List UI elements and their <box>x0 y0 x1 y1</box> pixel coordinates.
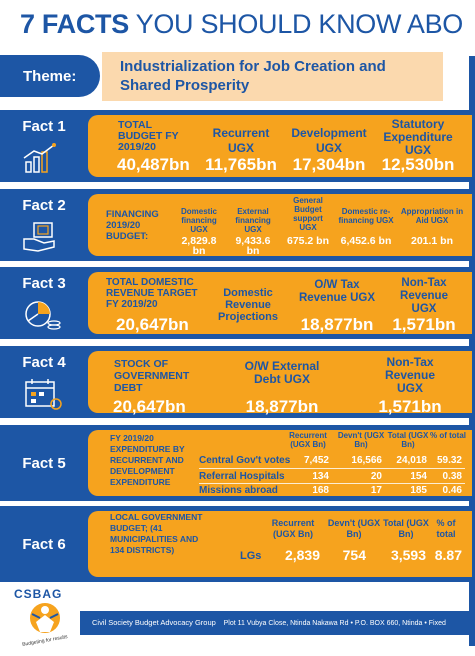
fact-6-row-1-recurrent: 2,839 <box>284 547 320 563</box>
fact-5-row-2-total: 154 <box>410 471 427 482</box>
fact-1-statutory-value: 12,530bn <box>381 155 455 174</box>
fact-4-tag: Fact 4 <box>22 354 66 371</box>
fact-5-row-1-recurrent: 7,452 <box>303 455 329 466</box>
fact-4-total-value: 20,647bn <box>113 397 186 416</box>
fact-2-gbs-label: General Budget support UGX <box>293 196 323 232</box>
hand-money-icon <box>23 222 55 252</box>
fact-2-panel <box>88 194 472 256</box>
fact-3-total-label: TOTAL DOMESTIC REVENUE TARGET FY 2019/20 <box>106 277 198 310</box>
fact-5-row-3-name: Missions abroad <box>199 485 278 496</box>
fact-5-divider-1 <box>199 468 465 469</box>
fact-1-recurrent-label: Recurrent UGX <box>212 126 270 155</box>
fact-5-row-2-name: Referral Hospitals <box>199 471 285 482</box>
fact-2-refinancing-value: 6,452.6 bn <box>340 235 392 247</box>
fact-2: Fact 2 FINANCING 2019/20 BUDGET: Domesti… <box>0 189 475 261</box>
theme-box <box>100 50 445 103</box>
fact-5-row-3-total: 185 <box>410 485 427 496</box>
fact-3: Fact 3 TOTAL DOMESTIC REVENUE TARGET FY … <box>0 267 475 339</box>
fact-2-aia-value: 201.1 bn <box>410 235 454 247</box>
fact-6-tag: Fact 6 <box>22 536 66 553</box>
fact-1-statutory-label: Statutory Expenditure UGX <box>383 117 453 157</box>
fact-6-col-devnt: Devn't (UGX Bn) <box>327 518 381 539</box>
pie-coins-icon <box>25 301 61 330</box>
fact-3-panel <box>88 272 472 334</box>
csbag-logo-text: CSBAG <box>14 587 63 601</box>
fact-2-refinancing-label: Domestic re-financing UGX <box>338 207 394 225</box>
fact-5-divider-2 <box>199 483 465 484</box>
fact-4-nontax-value: 1,571bn <box>378 397 442 416</box>
fact-5-row-2-pct: 0.38 <box>442 471 462 482</box>
csbag-logo-icon <box>30 603 60 633</box>
fact-5-col-pct: % of total <box>430 431 466 440</box>
fact-5-row-3-devnt: 17 <box>370 485 382 496</box>
fact-6-row-1-total: 3,593 <box>390 547 426 563</box>
fact-5-row-1-total: 24,018 <box>396 455 427 466</box>
fact-4-panel <box>88 351 472 413</box>
fact-5-col-devnt: Devn't (UGX Bn) <box>337 431 385 449</box>
headline-bold: 7 FACTS <box>20 9 129 39</box>
fact-6-row-1-name: LGs <box>240 550 262 562</box>
fact-4-external-label: O/W External Debt UGX <box>244 359 320 386</box>
fact-5-col-total: Total (UGX Bn) <box>387 431 429 449</box>
fact-2-external-value: 9,433.6 bn <box>235 235 271 257</box>
fact-5-row-3-pct: 0.46 <box>442 485 462 496</box>
theme-label: Theme: <box>0 55 100 97</box>
fact-3-tax-label: O/W Tax Revenue UGX <box>298 279 376 304</box>
fact-3-tax-value: 18,877bn <box>300 315 374 334</box>
footer-band: Civil Society Budget Advocacy Group Plot… <box>80 611 475 635</box>
fact-5-row-2-devnt: 20 <box>370 471 382 482</box>
fact-3-nontax-label: Non-Tax Revenue UGX <box>400 277 448 315</box>
footer-org: Civil Society Budget Advocacy Group <box>92 618 216 627</box>
fact-2-external-label: External financing UGX <box>235 207 271 234</box>
fact-4: Fact 4 STOCK OF GOVERNMENT DEBT 20,647bn… <box>0 346 475 418</box>
fact-4-external-value: 18,877bn <box>245 397 319 416</box>
fact-1-development-value: 17,304bn <box>292 155 366 174</box>
fact-3-tag: Fact 3 <box>22 275 66 292</box>
fact-1-tag: Fact 1 <box>22 118 66 135</box>
fact-5-lead-label: FY 2019/20 EXPENDITURE BY RECURRENT AND … <box>110 433 185 487</box>
fact-2-gbs-value: 675.2 bn <box>286 235 330 247</box>
fact-5: Fact 5 FY 2019/20 EXPENDITURE BY RECURRE… <box>0 425 475 501</box>
fact-2-aia-label: Appropriation in Aid UGX <box>400 207 464 225</box>
fact-4-total-label: STOCK OF GOVERNMENT DEBT <box>114 358 190 394</box>
fact-5-panel <box>88 430 472 496</box>
headline: 7 FACTS YOU SHOULD KNOW ABO <box>20 8 463 40</box>
budget-chart-icon <box>23 143 56 173</box>
fact-5-row-1-pct: 59.32 <box>436 455 462 466</box>
fact-3-total-value: 20,647bn <box>116 315 189 334</box>
fact-5-row-2-recurrent: 134 <box>312 471 329 482</box>
fact-1-recurrent-value: 11,765bn <box>205 155 277 174</box>
fact-2-tag: Fact 2 <box>22 197 66 214</box>
theme-text: Industrialization for Job Creation and S… <box>120 58 386 94</box>
fact-6-panel <box>88 511 472 577</box>
fact-6-lead-label: LOCAL GOVERNMENT BUDGET; (41 MUNICIPALIT… <box>110 512 203 555</box>
fact-5-row-1-name: Central Gov't votes <box>199 455 291 466</box>
calendar-money-icon <box>25 379 62 410</box>
fact-3-nontax-value: 1,571bn <box>392 315 456 334</box>
fact-1-development-label: Development UGX <box>291 126 367 155</box>
fact-1-panel <box>88 115 472 177</box>
fact-4-nontax-label: Non-Tax Revenue UGX <box>384 355 436 395</box>
fact-2-domestic-value: 2,829.8 bn <box>181 235 217 257</box>
fact-1: Fact 1 TOTAL BUDGET FY 2019/20 40,487bn … <box>0 110 475 182</box>
fact-5-row-1-devnt: 16,566 <box>351 455 382 466</box>
fact-6-row-1-pct: 8.87 <box>434 547 462 563</box>
fact-2-domestic-label: Domestic financing UGX <box>180 207 217 234</box>
headline-rest: YOU SHOULD KNOW ABO <box>135 9 464 39</box>
fact-5-tag: Fact 5 <box>22 455 66 472</box>
fact-2-lead-label: FINANCING 2019/20 BUDGET: <box>106 209 159 242</box>
fact-3-projections-label: Domestic Revenue Projections <box>218 287 278 323</box>
fact-6-col-total: Total (UGX Bn) <box>383 518 429 539</box>
fact-6-col-pct: % of total <box>436 518 456 539</box>
fact-1-total-label: TOTAL BUDGET FY 2019/20 <box>118 119 179 153</box>
fact-6-col-recurrent: Recurrent (UGX Bn) <box>271 518 315 539</box>
fact-1-total-value: 40,487bn <box>117 155 190 174</box>
fact-5-row-3-recurrent: 168 <box>312 485 329 496</box>
fact-6-row-1-devnt: 754 <box>342 547 366 563</box>
fact-6: Fact 6 LOCAL GOVERNMENT BUDGET; (41 MUNI… <box>0 506 475 582</box>
footer-address: Plot 11 Vubya Close, Ntinda Nakawa Rd • … <box>223 620 446 627</box>
fact-5-col-recurrent: Recurrent (UGX Bn) <box>289 431 327 449</box>
